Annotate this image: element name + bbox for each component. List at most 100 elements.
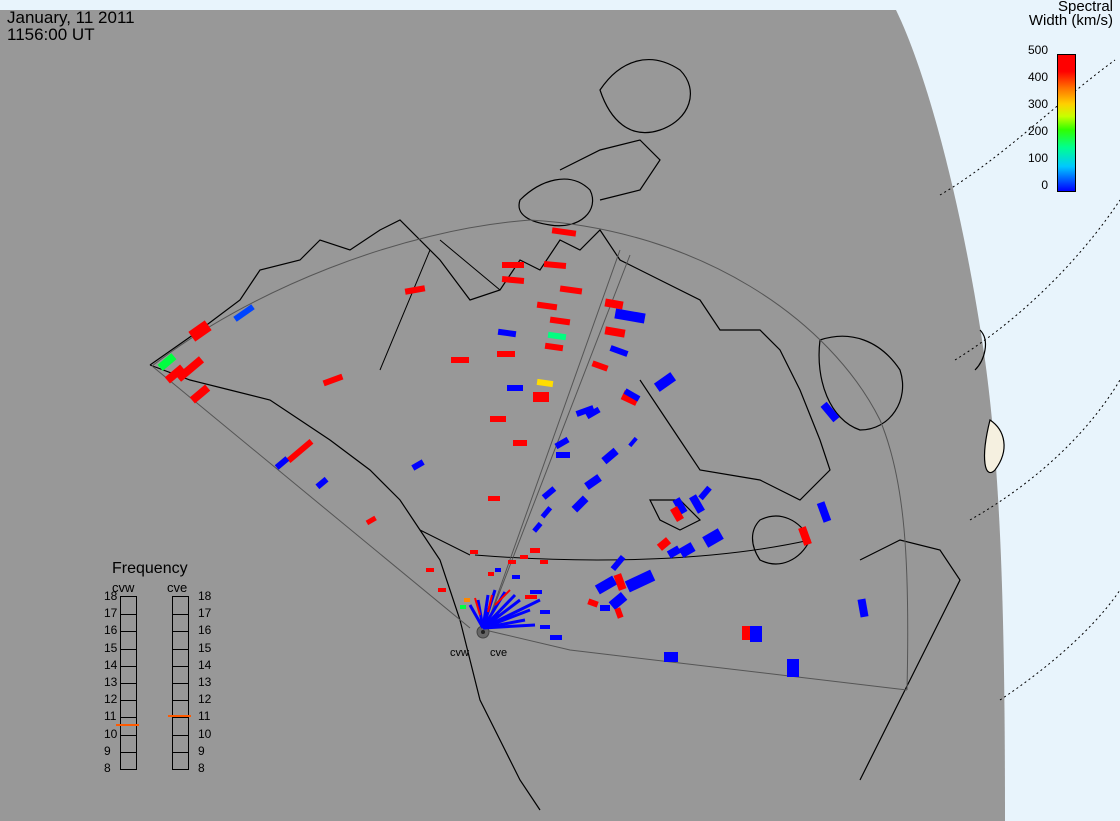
vector: [820, 401, 840, 423]
vector: [274, 456, 290, 470]
vector: [559, 285, 583, 295]
vector: [554, 436, 570, 450]
vector: [816, 501, 832, 523]
vector: [571, 495, 589, 513]
vector: [600, 605, 610, 611]
colorbar: [1057, 54, 1076, 192]
vector: [543, 261, 567, 269]
ladder-rung: [121, 631, 136, 633]
vector: [460, 605, 466, 609]
vector: [495, 568, 501, 572]
vector: [624, 569, 656, 593]
ladder-rung: [173, 683, 188, 684]
ladder-rung: [121, 683, 136, 684]
vector: [585, 406, 601, 420]
vector: [157, 353, 177, 371]
colorbar-title-line2: Width (km/s): [1028, 12, 1113, 29]
vector: [614, 308, 646, 324]
vector: [857, 598, 869, 618]
date-label: January, 11 2011: [7, 8, 135, 27]
vector: [608, 592, 628, 610]
ladder-rung: [121, 734, 136, 736]
vector: [575, 405, 595, 417]
colorbar-tick: 0: [1041, 178, 1048, 192]
vector: [604, 326, 626, 338]
vector: [702, 528, 724, 548]
vector: [411, 459, 425, 471]
ladder-rung: [173, 700, 188, 702]
vector: [584, 474, 602, 490]
vector: [614, 607, 624, 619]
vector: [488, 496, 500, 501]
frequency-title: Frequency: [112, 560, 188, 577]
vector: [670, 505, 684, 523]
colorbar-tick: 300: [1027, 97, 1048, 111]
frequency-tick: 12: [104, 692, 118, 707]
vector: [426, 568, 434, 572]
vector: [547, 331, 567, 341]
frequency-tick: 11: [198, 709, 211, 724]
vector: [742, 626, 752, 640]
vector: [544, 342, 564, 352]
frequency-tick: 18: [104, 589, 118, 603]
vector: [698, 485, 712, 501]
vector: [497, 328, 517, 338]
frequency-tick: 10: [104, 726, 118, 741]
vector: [520, 555, 528, 559]
vector: [438, 588, 446, 592]
vector: [530, 548, 540, 553]
vector: [550, 635, 562, 640]
vector: [656, 537, 672, 551]
frequency-tick: 10: [198, 726, 212, 741]
vector: [540, 625, 550, 629]
vector: [322, 373, 344, 387]
vector: [672, 497, 688, 515]
ladder-rung: [121, 665, 136, 667]
vector: [678, 542, 696, 558]
frequency-tick: 11: [104, 709, 117, 724]
vector: [497, 351, 515, 357]
frequency-tick: 8: [104, 761, 111, 775]
vector: [540, 560, 548, 564]
vector: [613, 573, 627, 591]
frequency-ladder-cve: [172, 596, 189, 770]
vector: [188, 320, 212, 342]
frequency-marker-cve: [168, 715, 191, 718]
colorbar-tick: 400: [1027, 70, 1048, 84]
vector: [610, 554, 626, 572]
vector: [315, 476, 329, 490]
frequency-tick: 13: [198, 675, 212, 689]
frequency-tick: 15: [198, 640, 212, 655]
vector: [787, 659, 799, 677]
vector: [549, 316, 571, 326]
vector: [512, 575, 520, 579]
colorbar-tick: 200: [1027, 124, 1048, 138]
ladder-rung: [121, 751, 136, 753]
frequency-marker-cvw: [116, 724, 139, 726]
ladder-rung: [173, 614, 188, 616]
vector: [798, 526, 812, 546]
vector: [623, 388, 641, 402]
frequency-tick: 8: [198, 761, 205, 775]
vector: [536, 301, 558, 311]
vector: [530, 590, 542, 594]
vector: [175, 356, 205, 382]
ladder-rung: [173, 717, 188, 719]
scatter-vectors: [157, 227, 869, 677]
vector: [587, 598, 599, 608]
ladder-rung: [173, 751, 188, 753]
site-label-cvw: cvw: [450, 647, 469, 659]
vector: [532, 521, 543, 533]
frequency-tick: 16: [104, 623, 118, 638]
frequency-label-cvw: cvw: [112, 580, 135, 595]
latitude-circles: [939, 59, 1120, 701]
vector: [551, 227, 577, 237]
vector: [533, 392, 549, 402]
vector: [164, 364, 186, 384]
vector: [541, 486, 557, 500]
ladder-rung: [173, 734, 188, 736]
frequency-tick: 16: [198, 623, 212, 638]
vector: [556, 452, 570, 458]
vector: [508, 560, 516, 564]
